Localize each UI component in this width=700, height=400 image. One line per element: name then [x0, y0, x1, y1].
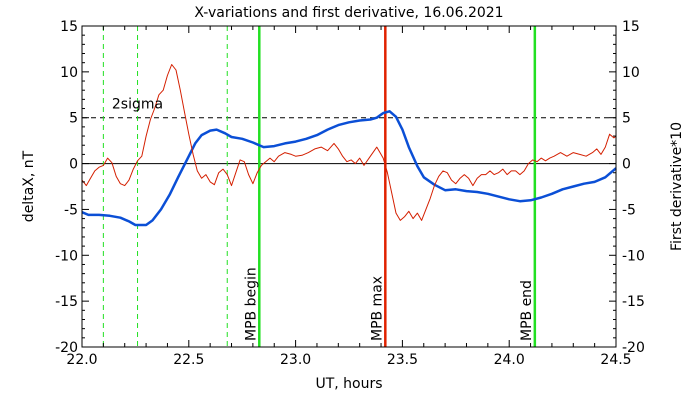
y-tick-label-right-6: -15: [622, 294, 645, 310]
annotation-0: 2sigma: [112, 97, 163, 113]
series-deltaX-line: [81, 110, 617, 227]
vline-label-3: MPB begin: [243, 267, 259, 341]
y-tick-label-left-0: 15: [60, 19, 78, 35]
y-tick-label-left-3: 0: [69, 157, 78, 173]
right-y-axis-label: First derivative*10: [669, 122, 685, 251]
vline-label-4: MPB max: [369, 276, 385, 341]
x-axis-label: UT, hours: [315, 376, 382, 392]
y-tick-label-right-1: 10: [622, 65, 640, 81]
y-tick-label-left-5: -10: [55, 248, 78, 264]
x-tick-label-2: 23.0: [280, 352, 311, 368]
y-tick-label-right-7: -20: [622, 340, 645, 356]
y-tick-label-right-0: 15: [622, 19, 640, 35]
x-tick-label-0: 22.0: [66, 352, 97, 368]
y-tick-label-right-4: -5: [622, 202, 636, 218]
x-tick-label-1: 22.5: [173, 352, 204, 368]
y-tick-label-left-1: 10: [60, 65, 78, 81]
x-tick-label-3: 23.5: [387, 352, 418, 368]
y-tick-label-left-4: -5: [64, 202, 78, 218]
x-tick-label-5: 24.5: [600, 352, 631, 368]
y-tick-label-right-2: 5: [622, 111, 631, 127]
y-tick-label-right-5: -10: [622, 248, 645, 264]
vline-label-5: MPB end: [519, 280, 535, 341]
x-tick-label-4: 24.0: [494, 352, 525, 368]
plot-frame: [81, 25, 617, 348]
series-derivative-line: [81, 64, 617, 221]
chart-title: X-variations and first derivative, 16.06…: [194, 5, 503, 21]
y-tick-label-left-7: -20: [55, 340, 78, 356]
plot-area: MPB begin MPB max MPB end 2sigma 15 15 10 10 5 5 0…: [55, 19, 645, 368]
y-tick-label-left-2: 5: [69, 111, 78, 127]
y-tick-label-right-3: 0: [622, 157, 631, 173]
left-y-axis-label: deltaX, nT: [21, 150, 37, 222]
y-tick-label-left-6: -15: [55, 294, 78, 310]
